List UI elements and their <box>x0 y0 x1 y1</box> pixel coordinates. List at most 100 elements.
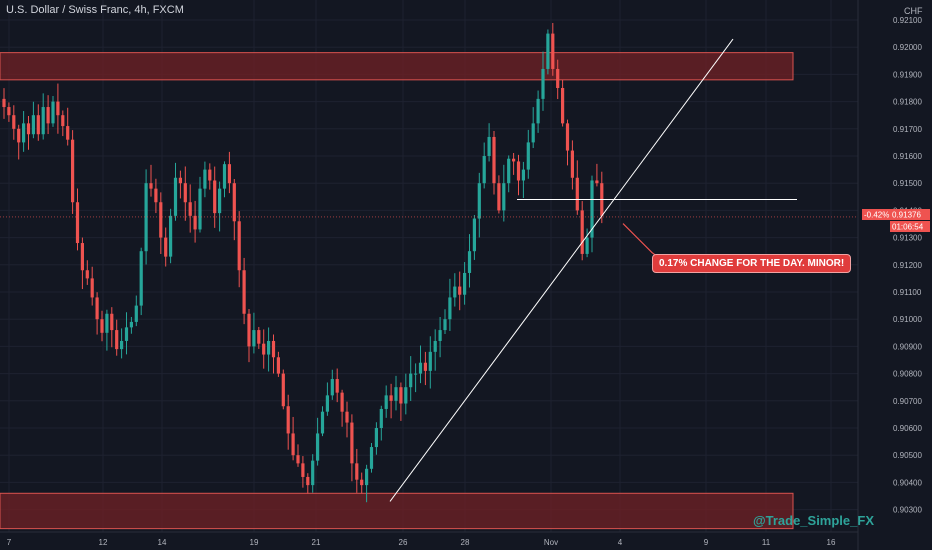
change-badge-text: -0.42% <box>864 211 889 220</box>
candle-body <box>22 123 26 143</box>
candle-body <box>7 107 11 116</box>
candle-body <box>164 237 168 257</box>
candle-body <box>551 33 555 69</box>
x-tick-label: 16 <box>827 538 836 547</box>
candle-body <box>311 460 315 486</box>
candle-body <box>399 387 403 404</box>
candle-body <box>355 463 359 480</box>
last-price-text: 0.91376 <box>892 211 921 220</box>
candle-body <box>281 373 285 407</box>
candle-body <box>541 68 545 99</box>
candle-body <box>222 164 227 189</box>
candle-body <box>276 357 280 374</box>
candle-body <box>409 373 413 388</box>
x-tick-label: Nov <box>544 538 558 547</box>
candle-body <box>546 33 550 69</box>
candle-body <box>477 183 481 219</box>
candle-body <box>124 327 129 341</box>
candle-body <box>531 123 535 143</box>
y-tick-label: 0.90800 <box>893 370 922 379</box>
candle-body <box>565 123 570 151</box>
countdown-badge <box>890 221 930 232</box>
last-price-badge <box>890 209 930 220</box>
candle-body <box>374 428 378 448</box>
candle-body <box>31 115 35 135</box>
candle-body <box>590 180 594 238</box>
candle-body <box>262 343 266 355</box>
candle-body <box>296 455 300 464</box>
candle-body <box>208 169 212 181</box>
candle-body <box>218 188 222 214</box>
x-tick-label: 19 <box>250 538 259 547</box>
candle-body <box>463 272 467 295</box>
candle-body <box>595 180 599 184</box>
candle-body <box>340 392 344 412</box>
candle-body <box>330 379 334 396</box>
candle-body <box>247 313 251 347</box>
change-annotation-callout[interactable]: 0.17% CHANGE FOR THE DAY. MINOR! <box>652 254 852 273</box>
y-tick-label: 0.91000 <box>893 315 922 324</box>
y-tick-label: 0.90900 <box>893 342 922 351</box>
candle-body <box>203 169 207 189</box>
candle-body <box>90 278 94 298</box>
price-badge <box>862 209 903 220</box>
candle-body <box>345 411 349 423</box>
candle-body <box>487 136 491 156</box>
y-tick-label: 0.90600 <box>893 424 922 433</box>
x-tick-label: 4 <box>618 538 623 547</box>
candle-body <box>467 251 472 273</box>
price-badges: -0.42% 0.91376 01:06:54 <box>862 209 930 232</box>
candle-body <box>472 218 476 252</box>
candle-body <box>521 169 525 181</box>
y-tick-label: 0.91500 <box>893 179 922 188</box>
candle-body <box>105 313 109 333</box>
resistance-zone[interactable] <box>0 52 794 81</box>
candle-body <box>115 330 119 350</box>
candle-body <box>237 221 241 271</box>
candle-body <box>394 387 398 401</box>
candle-body <box>154 188 158 203</box>
candle-body <box>213 180 217 214</box>
candle-body <box>134 305 138 322</box>
candle-body <box>453 286 457 298</box>
candle-body <box>570 150 574 178</box>
candle-body <box>384 395 388 409</box>
candle-body <box>46 107 50 124</box>
candle-body <box>193 215 197 230</box>
x-tick-label: 21 <box>312 538 321 547</box>
candle-body <box>36 115 40 135</box>
currency-label: CHF <box>904 6 923 16</box>
candle-body <box>232 183 236 222</box>
candle-body <box>188 202 192 216</box>
trendline[interactable] <box>389 38 734 502</box>
candle-body <box>267 340 271 355</box>
candle-body <box>350 422 354 464</box>
y-tick-label: 0.92100 <box>893 16 922 25</box>
candle-body <box>61 115 65 127</box>
y-tick-label: 0.91900 <box>893 70 922 79</box>
chart-header-title: U.S. Dollar / Swiss Franc, 4h, FXCM <box>6 4 184 16</box>
candle-body <box>404 387 408 404</box>
candle-body <box>66 126 70 140</box>
y-tick-label: 0.91300 <box>893 234 922 243</box>
x-tick-label: 14 <box>158 538 167 547</box>
candle-body <box>580 210 584 254</box>
y-tick-label: 0.91700 <box>893 125 922 134</box>
candle-body <box>75 202 80 244</box>
candle-body <box>173 177 178 216</box>
candle-body <box>492 136 496 184</box>
candle-body <box>585 237 589 254</box>
candle-body <box>110 313 114 331</box>
candle-body <box>120 340 124 350</box>
candle-body <box>335 379 339 393</box>
support-zone[interactable] <box>0 492 794 530</box>
candle-body <box>516 161 521 181</box>
y-tick-label: 0.90700 <box>893 397 922 406</box>
candle-body <box>433 340 437 352</box>
candle-body <box>257 330 261 344</box>
candle-body <box>306 476 310 486</box>
candle-body <box>365 468 369 486</box>
candle-body <box>575 177 579 211</box>
x-tick-label: 12 <box>99 538 108 547</box>
